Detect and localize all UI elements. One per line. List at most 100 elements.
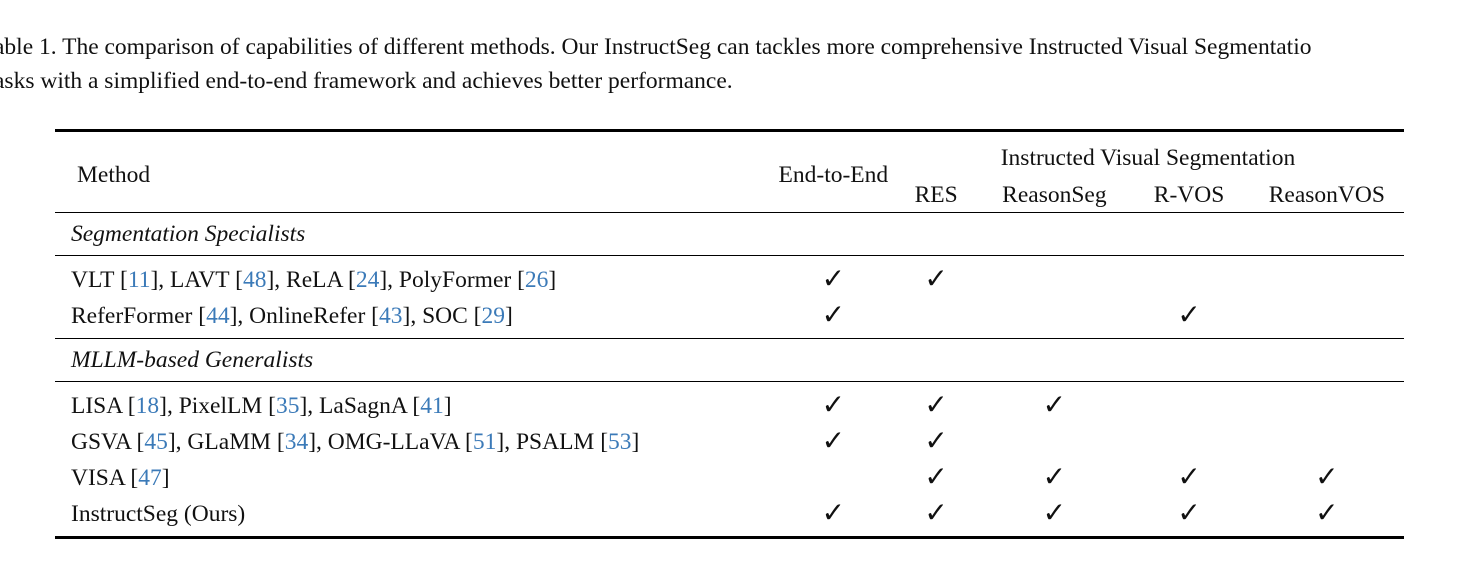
caption-line-1: able 1. The comparison of capabilities o… (0, 34, 1312, 60)
method-text: ], GLaMM [ (167, 428, 285, 455)
table-caption: able 1. The comparison of capabilities o… (0, 0, 1457, 98)
citation-link[interactable]: 48 (242, 266, 267, 293)
method-text: ] (443, 392, 452, 419)
cell-reasonvos: ✓ (1250, 460, 1404, 496)
citation-link[interactable]: 43 (379, 302, 403, 329)
cell-reasonvos (1250, 382, 1404, 425)
cell-rvos (1128, 256, 1249, 299)
header-end-to-end: End-to-End (778, 161, 889, 188)
checkmark-icon: ✓ (924, 388, 948, 421)
cell-reasonseg (980, 424, 1128, 460)
citation-link[interactable]: 47 (138, 464, 162, 491)
checkmark-icon: ✓ (924, 424, 948, 457)
citation-link[interactable]: 24 (355, 266, 380, 293)
table-row: ReferFormer [44], OnlineRefer [43], SOC … (55, 298, 1404, 339)
method-cell: LISA [18], PixelLM [35], LaSagnA [41] (55, 382, 775, 425)
cell-reasonseg (980, 298, 1128, 339)
checkmark-icon: ✓ (821, 262, 846, 295)
cell-end-to-end: ✓ (775, 424, 892, 460)
checkmark-icon: ✓ (821, 298, 846, 331)
cell-reasonvos (1250, 298, 1404, 339)
cell-res: ✓ (892, 382, 980, 425)
checkmark-icon: ✓ (1177, 496, 1201, 529)
cell-rvos (1128, 424, 1249, 460)
citation-link[interactable]: 26 (524, 266, 549, 293)
cell-res: ✓ (892, 496, 980, 538)
cell-rvos: ✓ (1128, 298, 1249, 339)
cell-res: ✓ (892, 256, 980, 299)
header-row-2: RES ReasonSeg R-VOS ReasonVOS (55, 178, 1404, 213)
checkmark-icon: ✓ (821, 496, 846, 529)
cell-reasonseg: ✓ (980, 382, 1128, 425)
cell-end-to-end: ✓ (775, 496, 892, 538)
section-header-row: MLLM-based Generalists (55, 338, 1404, 382)
cell-reasonseg: ✓ (980, 460, 1128, 496)
section-header-row: Segmentation Specialists (55, 212, 1404, 256)
checkmark-icon: ✓ (924, 460, 948, 493)
table-row: GSVA [45], GLaMM [34], OMG-LLaVA [51], P… (55, 424, 1404, 460)
method-text: ] (631, 428, 640, 455)
cell-reasonseg (980, 256, 1128, 299)
method-text: ], OnlineRefer [ (229, 302, 380, 329)
citation-link[interactable]: 11 (127, 266, 151, 293)
checkmark-icon: ✓ (1042, 460, 1067, 493)
citation-link[interactable]: 29 (481, 302, 506, 329)
method-text: ], OMG-LLaVA [ (308, 428, 473, 455)
method-text: ], LAVT [ (150, 266, 243, 293)
citation-link[interactable]: 53 (608, 428, 632, 455)
citation-link[interactable]: 35 (275, 392, 300, 419)
cell-reasonvos: ✓ (1250, 496, 1404, 538)
citation-link[interactable]: 34 (284, 428, 309, 455)
method-text: ] (548, 266, 557, 293)
cell-end-to-end: ✓ (775, 298, 892, 339)
checkmark-icon: ✓ (1042, 388, 1067, 421)
checkmark-icon: ✓ (924, 262, 948, 295)
section-title: Segmentation Specialists (71, 220, 306, 247)
checkmark-icon: ✓ (1177, 460, 1201, 493)
method-text: ], PixelLM [ (159, 392, 276, 419)
citation-link[interactable]: 45 (144, 428, 168, 455)
header-row-1: Method End-to-End Instructed Visual Segm… (55, 130, 1404, 188)
header-res: RES (914, 181, 958, 208)
cell-rvos: ✓ (1128, 460, 1249, 496)
table-body: Method End-to-End Instructed Visual Segm… (55, 130, 1404, 538)
method-text: ] (161, 464, 170, 491)
method-cell: InstructSeg (Ours) (55, 496, 775, 538)
method-text: VISA [ (71, 464, 139, 491)
method-cell: VISA [47] (55, 460, 775, 496)
checkmark-icon: ✓ (821, 424, 846, 457)
checkmark-icon: ✓ (924, 496, 948, 529)
method-text: ] (505, 302, 513, 329)
method-text: GSVA [ (71, 428, 145, 455)
cell-res (892, 298, 980, 339)
checkmark-icon: ✓ (1315, 496, 1339, 529)
citation-link[interactable]: 18 (135, 392, 160, 419)
cell-reasonvos (1250, 256, 1404, 299)
method-text: ], LaSagnA [ (299, 392, 421, 419)
header-group-instructed-visual-segmentation: Instructed Visual Segmentation (1000, 144, 1296, 171)
method-text: LISA [ (71, 392, 136, 419)
cell-reasonseg: ✓ (980, 496, 1128, 538)
method-text: InstructSeg (Ours) (71, 500, 246, 527)
citation-link[interactable]: 41 (420, 392, 444, 419)
table-row: VISA [47] ✓ ✓ ✓ ✓ (55, 460, 1404, 496)
header-reasonvos: ReasonVOS (1268, 181, 1385, 208)
method-text: ], SOC [ (402, 302, 482, 329)
header-rvos: R-VOS (1153, 181, 1225, 208)
method-text: ReferFormer [ (71, 302, 207, 329)
method-cell: VLT [11], LAVT [48], ReLA [24], PolyForm… (55, 256, 775, 299)
checkmark-icon: ✓ (1315, 460, 1339, 493)
method-text: ], PolyFormer [ (379, 266, 525, 293)
method-cell: GSVA [45], GLaMM [34], OMG-LLaVA [51], P… (55, 424, 775, 460)
citation-link[interactable]: 51 (472, 428, 497, 455)
checkmark-icon: ✓ (1042, 496, 1067, 529)
cell-rvos: ✓ (1128, 496, 1249, 538)
cell-end-to-end (775, 460, 892, 496)
method-text: ], ReLA [ (266, 266, 356, 293)
section-title: MLLM-based Generalists (71, 346, 314, 373)
comparison-table: Method End-to-End Instructed Visual Segm… (55, 129, 1404, 539)
caption-line-2: asks with a simplified end-to-end framew… (0, 68, 733, 94)
cell-end-to-end: ✓ (775, 382, 892, 425)
header-reasonseg: ReasonSeg (1002, 181, 1107, 208)
citation-link[interactable]: 44 (206, 302, 230, 329)
